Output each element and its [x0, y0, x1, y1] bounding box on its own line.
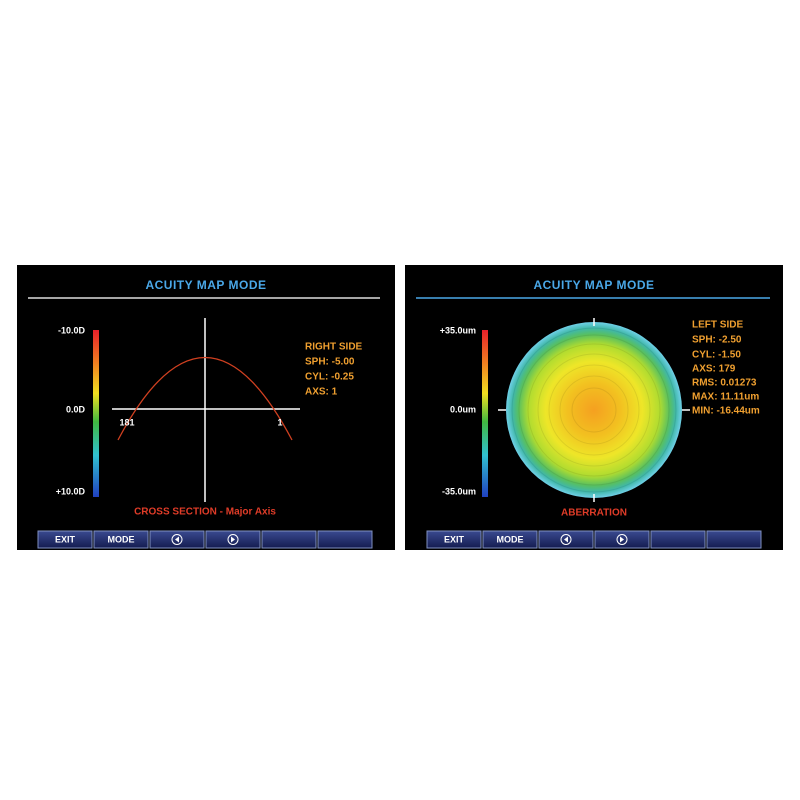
prev-icon: [560, 534, 572, 545]
crosshair: [498, 318, 690, 502]
next-arrow: [620, 536, 624, 543]
button-label: EXIT: [444, 534, 465, 544]
scale-label: +10.0D: [56, 486, 86, 496]
panel-title: ACUITY MAP MODE: [533, 278, 654, 292]
next-arrow: [231, 536, 235, 543]
button[interactable]: [93, 530, 149, 549]
prev-arrow: [564, 536, 568, 543]
scale-label: 0.0D: [66, 404, 86, 414]
info-line: MIN: -16.44um: [692, 406, 760, 417]
info-line: MAX: 11.11um: [692, 392, 759, 403]
caption: CROSS SECTION - Major Axis: [134, 507, 276, 518]
scale-label: 0.0um: [450, 404, 476, 414]
button-label: MODE: [108, 534, 135, 544]
caption: ABERRATION: [561, 508, 627, 519]
info-line: RMS: 0.01273: [692, 378, 757, 389]
blank-button[interactable]: [650, 530, 706, 549]
info-line: SPH: -2.50: [692, 335, 742, 346]
button-bar: EXIT MODE: [426, 530, 762, 549]
button[interactable]: [37, 530, 93, 549]
button-label: MODE: [497, 534, 524, 544]
info-line: SPH: -5.00: [305, 357, 355, 368]
map-contours: [511, 327, 677, 493]
info-line: LEFT SIDE: [692, 320, 743, 331]
axis-label: 1: [277, 417, 282, 427]
info-line: AXS: 1: [305, 387, 338, 398]
prev-icon: [171, 534, 183, 545]
info-line: CYL: -0.25: [305, 372, 354, 383]
info-line: AXS: 179: [692, 364, 736, 375]
button-label: EXIT: [55, 534, 76, 544]
aberration-map: [506, 322, 682, 498]
left-panel: ACUITY MAP MODE -10.0D 0.0D +10.0D 181 1…: [17, 265, 395, 550]
scale-label: -35.0um: [442, 486, 476, 496]
scale-label: +35.0um: [440, 325, 476, 335]
color-bar: [482, 330, 488, 497]
panel-title: ACUITY MAP MODE: [145, 278, 266, 292]
panel-background: [17, 265, 395, 550]
prev-arrow: [175, 536, 179, 543]
button-bar: EXIT MODE: [37, 530, 373, 549]
right-panel: ACUITY MAP MODE +35.0um 0.0um -35.0um LE…: [405, 265, 783, 550]
blank-button[interactable]: [706, 530, 762, 549]
button[interactable]: [482, 530, 538, 549]
color-bar: [93, 330, 99, 497]
info-line: RIGHT SIDE: [305, 342, 363, 353]
axis-label: 181: [119, 417, 134, 427]
next-icon: [616, 534, 628, 545]
blank-button[interactable]: [261, 530, 317, 549]
info-line: CYL: -1.50: [692, 350, 741, 361]
cross-section-curve: [117, 356, 293, 441]
scale-label: -10.0D: [58, 325, 86, 335]
blank-button[interactable]: [317, 530, 373, 549]
next-icon: [227, 534, 239, 545]
button[interactable]: [426, 530, 482, 549]
